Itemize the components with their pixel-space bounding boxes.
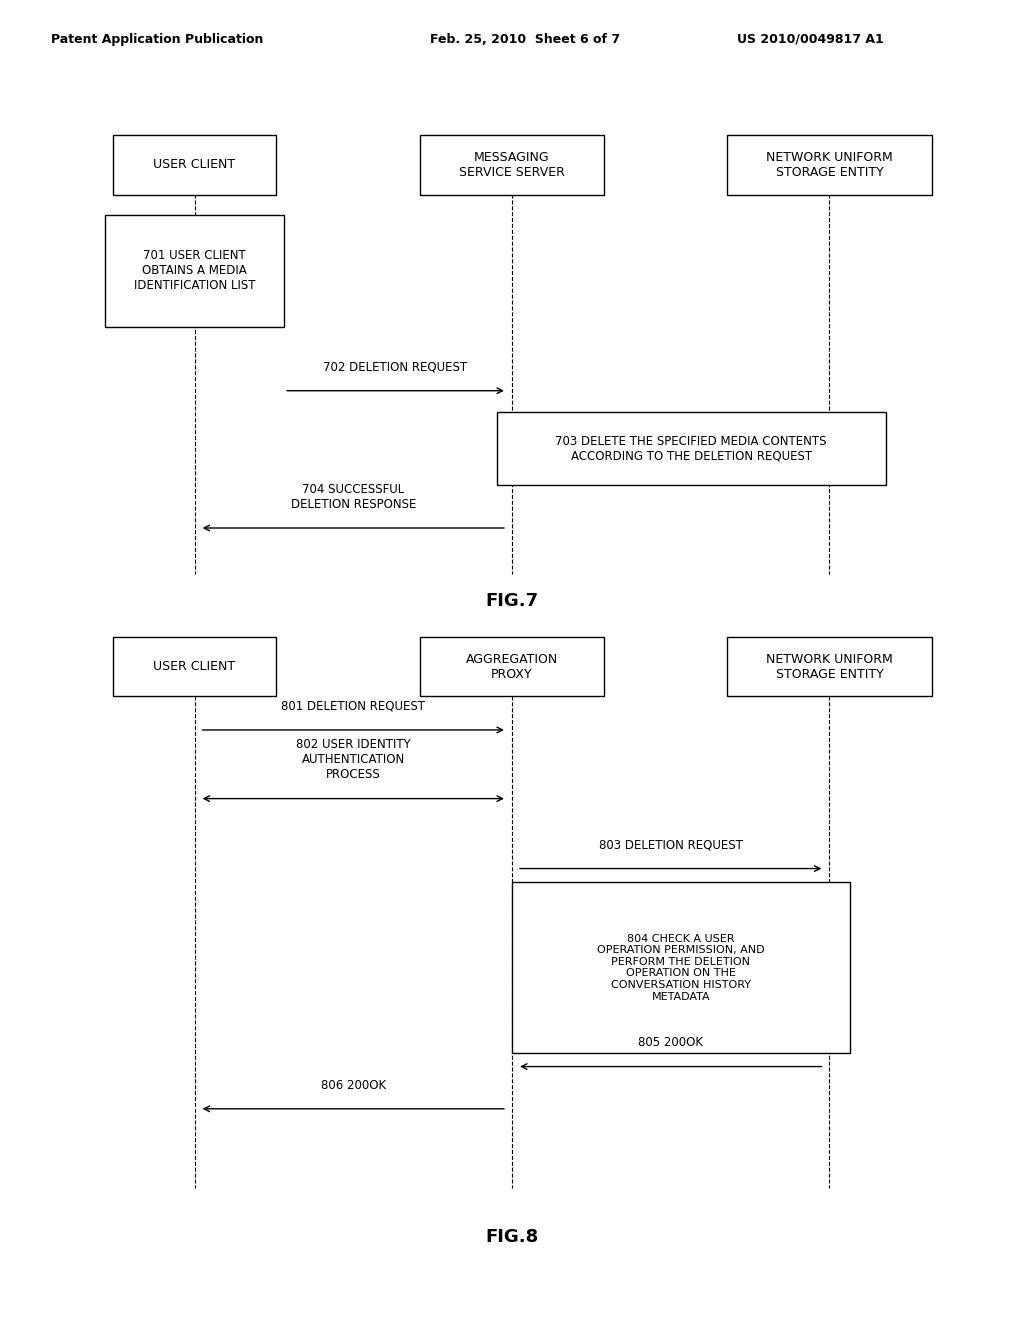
- FancyBboxPatch shape: [727, 135, 932, 195]
- FancyBboxPatch shape: [113, 135, 276, 195]
- Text: MESSAGING
SERVICE SERVER: MESSAGING SERVICE SERVER: [459, 150, 565, 180]
- Text: 703 DELETE THE SPECIFIED MEDIA CONTENTS
ACCORDING TO THE DELETION REQUEST: 703 DELETE THE SPECIFIED MEDIA CONTENTS …: [555, 434, 827, 463]
- Text: 702 DELETION REQUEST: 702 DELETION REQUEST: [324, 360, 468, 374]
- Text: 804 CHECK A USER
OPERATION PERMISSION, AND
PERFORM THE DELETION
OPERATION ON THE: 804 CHECK A USER OPERATION PERMISSION, A…: [597, 933, 765, 1002]
- Text: 805 200OK: 805 200OK: [638, 1036, 703, 1049]
- Text: FIG.7: FIG.7: [485, 591, 539, 610]
- FancyBboxPatch shape: [420, 638, 604, 697]
- Text: US 2010/0049817 A1: US 2010/0049817 A1: [737, 33, 884, 46]
- FancyBboxPatch shape: [105, 214, 284, 326]
- Text: FIG.8: FIG.8: [485, 1228, 539, 1246]
- Text: 801 DELETION REQUEST: 801 DELETION REQUEST: [282, 700, 425, 713]
- Text: 701 USER CLIENT
OBTAINS A MEDIA
IDENTIFICATION LIST: 701 USER CLIENT OBTAINS A MEDIA IDENTIFI…: [134, 249, 255, 292]
- Text: 704 SUCCESSFUL
DELETION RESPONSE: 704 SUCCESSFUL DELETION RESPONSE: [291, 483, 416, 511]
- Text: 803 DELETION REQUEST: 803 DELETION REQUEST: [599, 838, 742, 851]
- Text: 806 200OK: 806 200OK: [321, 1078, 386, 1092]
- FancyBboxPatch shape: [727, 638, 932, 697]
- Text: AGGREGATION
PROXY: AGGREGATION PROXY: [466, 652, 558, 681]
- Text: NETWORK UNIFORM
STORAGE ENTITY: NETWORK UNIFORM STORAGE ENTITY: [766, 150, 893, 180]
- Text: USER CLIENT: USER CLIENT: [154, 158, 236, 172]
- FancyBboxPatch shape: [113, 638, 276, 697]
- Text: Patent Application Publication: Patent Application Publication: [51, 33, 263, 46]
- FancyBboxPatch shape: [497, 412, 886, 484]
- Text: 802 USER IDENTITY
AUTHENTICATION
PROCESS: 802 USER IDENTITY AUTHENTICATION PROCESS: [296, 738, 411, 781]
- FancyBboxPatch shape: [512, 882, 850, 1053]
- Text: USER CLIENT: USER CLIENT: [154, 660, 236, 673]
- FancyBboxPatch shape: [420, 135, 604, 195]
- Text: Feb. 25, 2010  Sheet 6 of 7: Feb. 25, 2010 Sheet 6 of 7: [430, 33, 621, 46]
- Text: NETWORK UNIFORM
STORAGE ENTITY: NETWORK UNIFORM STORAGE ENTITY: [766, 652, 893, 681]
